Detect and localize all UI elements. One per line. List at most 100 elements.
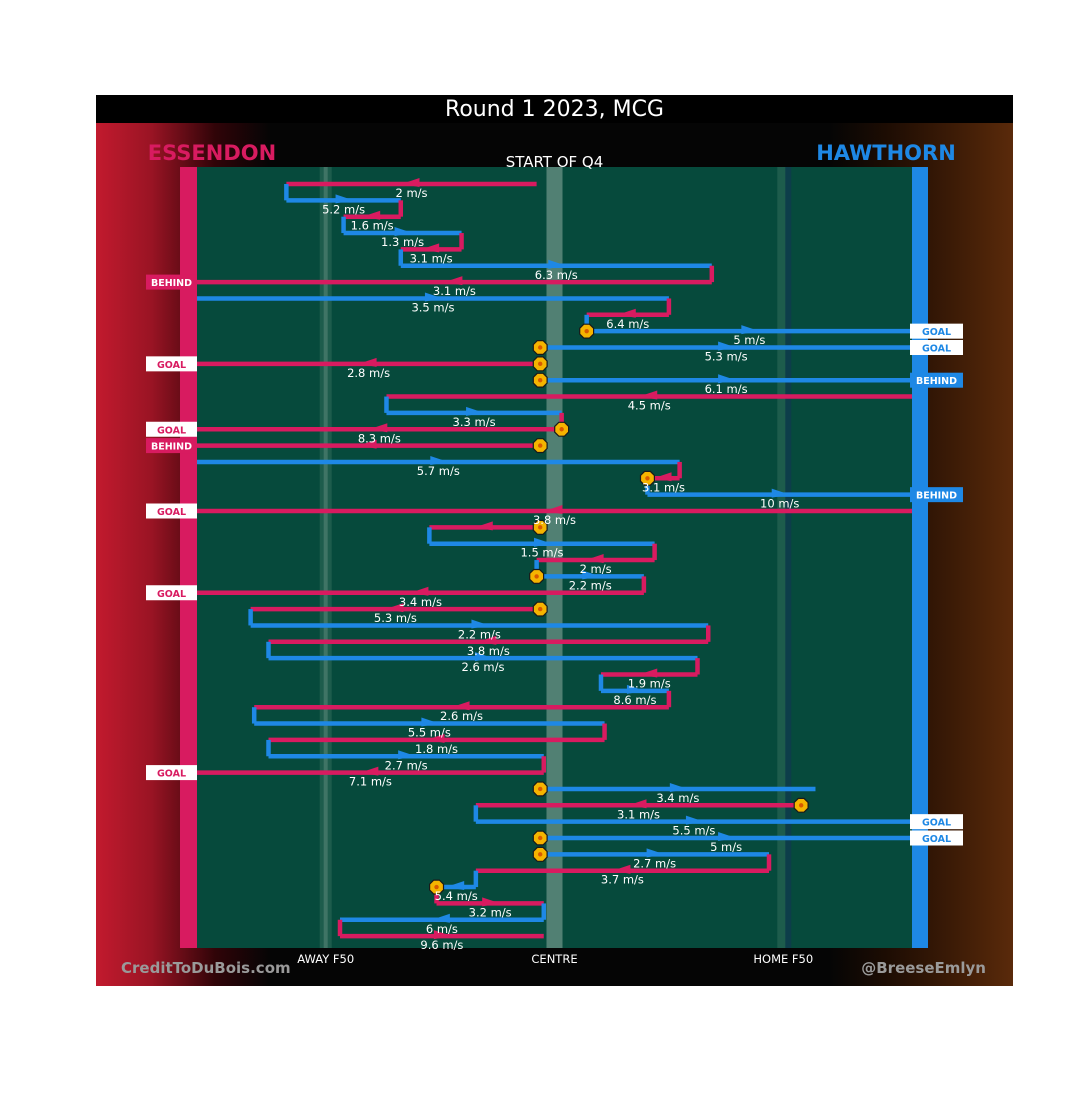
speed-label: 3.5 m/s: [411, 300, 454, 314]
direction-arrow: [475, 652, 493, 662]
outcome-goal-badge: [146, 765, 197, 781]
direction-arrow: [646, 848, 665, 858]
centre-band: [546, 167, 563, 948]
speed-label: 3.1 m/s: [410, 251, 453, 265]
outcome-label: BEHIND: [151, 442, 192, 453]
away-f50-line: [323, 167, 328, 948]
direction-arrow: [474, 521, 493, 531]
speed-label: 5.5 m/s: [672, 824, 715, 838]
ball-up-dot: [584, 328, 589, 334]
outcome-goal-badge: [910, 323, 963, 339]
footer-handle: @BreeseEmlyn: [861, 959, 986, 977]
chart-title: Round 1 2023, MCG: [445, 97, 664, 122]
direction-arrow: [718, 832, 737, 841]
ball-up-dot: [645, 476, 650, 481]
outcome-label: GOAL: [157, 589, 186, 600]
speed-label: 3.7 m/s: [601, 873, 644, 887]
outcome-goal-badge: [146, 585, 197, 601]
speed-label: 5.3 m/s: [374, 611, 417, 625]
ball-up-dot: [538, 606, 543, 612]
speed-label: 10 m/s: [760, 497, 799, 511]
speed-label: 2.7 m/s: [633, 856, 676, 870]
speed-label: 9.6 m/s: [420, 938, 463, 952]
outcome-behind-badge: [910, 487, 963, 503]
direction-arrow: [582, 570, 601, 580]
ball-up-dot: [538, 786, 543, 792]
direction-arrow: [369, 423, 388, 433]
speed-label: 2 m/s: [395, 186, 427, 200]
direction-arrow: [421, 243, 440, 253]
outcome-goal-badge: [146, 421, 197, 437]
speed-label: 4.5 m/s: [628, 399, 671, 413]
speed-label: 3.3 m/s: [453, 415, 496, 429]
direction-arrow: [360, 766, 379, 776]
speed-label: 3.1 m/s: [433, 284, 476, 298]
outcome-label: GOAL: [157, 425, 186, 436]
direction-arrow: [421, 717, 440, 727]
speed-label: 3.1 m/s: [642, 480, 685, 494]
direction-arrow: [718, 374, 737, 384]
speed-label: 6.4 m/s: [606, 317, 649, 331]
direction-arrow: [685, 815, 704, 825]
speed-label: 1.3 m/s: [381, 235, 424, 249]
direction-arrow: [398, 750, 417, 760]
chain-chart: BEHIND GOAL GOAL GOAL BEHIND GOAL BEHIND BEHIND…: [96, 95, 1013, 977]
hawthorn-goal-line: [912, 167, 928, 948]
outcome-label: GOAL: [157, 769, 186, 780]
direction-arrow: [585, 554, 604, 564]
speed-label: 6.1 m/s: [705, 382, 748, 396]
direction-arrow: [451, 701, 470, 711]
speed-label: 2.2 m/s: [569, 578, 612, 592]
speed-label: 2.7 m/s: [385, 758, 428, 772]
direction-arrow: [639, 390, 658, 400]
direction-arrow: [466, 406, 485, 416]
speed-label: 5 m/s: [733, 333, 765, 347]
speed-label: 3.8 m/s: [467, 644, 510, 658]
outcome-behind-badge: [146, 274, 197, 290]
speed-label: 1.5 m/s: [520, 546, 563, 560]
ball-up-dot: [538, 443, 543, 448]
speed-label: 1.9 m/s: [628, 677, 671, 691]
outcome-label: GOAL: [157, 507, 186, 518]
ball-up-dot: [538, 525, 543, 530]
ball-up-dot: [534, 574, 539, 579]
outcome-behind-badge: [146, 438, 197, 454]
direction-arrow: [718, 341, 737, 351]
direction-arrow: [478, 635, 497, 645]
ball-up-dot: [434, 884, 439, 890]
speed-label: 5.5 m/s: [408, 726, 451, 740]
x-tick-label: CENTRE: [531, 952, 577, 966]
direction-arrow: [669, 782, 688, 792]
direction-arrow: [426, 733, 445, 743]
outcome-goal-badge: [146, 503, 197, 519]
outcome-label: BEHIND: [151, 278, 192, 289]
direction-arrow: [544, 505, 563, 514]
direction-arrow: [771, 488, 790, 498]
direction-arrow: [424, 292, 443, 302]
direction-arrow: [335, 194, 354, 204]
essendon-team-label: ESSENDON: [148, 141, 276, 165]
outcome-goal-badge: [910, 814, 963, 830]
direction-arrow: [626, 684, 645, 694]
outcome-label: BEHIND: [916, 491, 957, 502]
ball-up-dot: [538, 852, 543, 857]
direction-arrow: [431, 913, 450, 923]
direction-arrow: [410, 586, 429, 596]
chart-panel: BEHIND GOAL GOAL GOAL BEHIND GOAL BEHIND BEHIND…: [96, 95, 1013, 986]
footer-credit: CreditToDuBois.com: [121, 959, 291, 977]
x-tick-label: AWAY F50: [297, 952, 354, 966]
speed-label: 2.6 m/s: [461, 660, 504, 674]
outcome-label: GOAL: [922, 818, 951, 829]
outcome-label: GOAL: [922, 834, 951, 845]
speed-label: 6.3 m/s: [535, 268, 578, 282]
speed-label: 1.6 m/s: [351, 219, 394, 233]
ball-up-dot: [538, 361, 543, 367]
speed-label: 5.3 m/s: [705, 350, 748, 364]
home-f50-line: [785, 167, 792, 948]
direction-arrow: [628, 799, 647, 809]
speed-label: 2.2 m/s: [458, 627, 501, 641]
outcome-behind-badge: [910, 372, 963, 388]
direction-arrow: [444, 276, 463, 286]
direction-arrow: [653, 472, 672, 482]
speed-label: 5.4 m/s: [435, 889, 478, 903]
